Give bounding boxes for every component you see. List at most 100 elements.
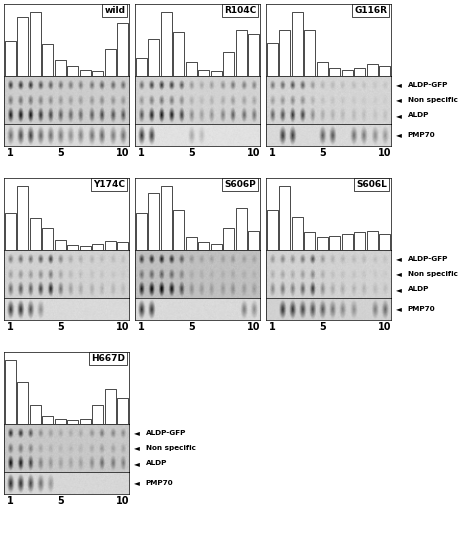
Bar	[342, 234, 353, 250]
Bar	[355, 232, 365, 250]
Text: Y174C: Y174C	[93, 180, 125, 189]
Text: ◄: ◄	[396, 111, 401, 120]
Bar	[118, 23, 128, 76]
Bar	[236, 208, 246, 250]
Text: ALDP: ALDP	[146, 460, 167, 466]
Text: 10: 10	[247, 148, 261, 158]
Text: 5: 5	[319, 148, 326, 158]
Text: ALDP: ALDP	[408, 286, 429, 292]
Bar	[67, 66, 78, 76]
Bar	[67, 420, 78, 424]
Bar	[223, 228, 234, 250]
Text: 5: 5	[57, 322, 64, 332]
Text: 1: 1	[7, 322, 14, 332]
Bar	[80, 246, 91, 250]
Bar	[30, 12, 41, 76]
Text: 1: 1	[269, 148, 275, 158]
Text: 10: 10	[378, 322, 392, 332]
Bar	[55, 419, 65, 424]
Text: 10: 10	[116, 322, 129, 332]
Text: ◄: ◄	[396, 130, 401, 140]
Text: ◄: ◄	[134, 444, 140, 452]
Bar	[248, 34, 259, 76]
Text: 5: 5	[57, 496, 64, 506]
Bar	[211, 244, 221, 250]
Bar	[186, 237, 197, 250]
Bar	[317, 237, 328, 250]
Bar	[92, 244, 103, 250]
Bar	[367, 231, 378, 250]
Bar	[80, 419, 91, 424]
Text: 10: 10	[378, 148, 392, 158]
Bar	[304, 30, 315, 76]
Bar	[186, 62, 197, 76]
Bar	[223, 52, 234, 76]
Bar	[18, 382, 28, 424]
Bar	[67, 245, 78, 250]
Text: 1: 1	[7, 148, 14, 158]
Text: Non specific: Non specific	[408, 271, 457, 277]
Bar	[5, 213, 16, 250]
Text: ◄: ◄	[134, 428, 140, 437]
Bar	[280, 30, 290, 76]
Bar	[148, 39, 159, 76]
Text: 1: 1	[7, 496, 14, 506]
Bar	[267, 210, 278, 250]
Text: Non specific: Non specific	[408, 97, 457, 103]
Bar	[329, 236, 340, 250]
Text: 10: 10	[116, 148, 129, 158]
Bar	[161, 12, 172, 76]
Text: ALDP-GFP: ALDP-GFP	[408, 81, 448, 87]
Bar	[92, 405, 103, 424]
Bar	[118, 398, 128, 424]
Text: 10: 10	[247, 322, 261, 332]
Text: 10: 10	[116, 496, 129, 506]
Text: 1: 1	[269, 322, 275, 332]
Bar	[92, 71, 103, 76]
Bar	[211, 71, 221, 76]
Bar	[248, 231, 259, 250]
Text: PMP70: PMP70	[408, 306, 435, 312]
Bar	[292, 217, 302, 250]
Bar	[30, 405, 41, 424]
Bar	[105, 49, 116, 76]
Bar	[199, 242, 209, 250]
Bar	[355, 68, 365, 76]
Text: ◄: ◄	[134, 478, 140, 488]
Text: Non specific: Non specific	[146, 445, 195, 451]
Text: ALDP-GFP: ALDP-GFP	[146, 430, 186, 435]
Text: 1: 1	[138, 148, 145, 158]
Text: PMP70: PMP70	[408, 132, 435, 138]
Bar	[18, 17, 28, 76]
Bar	[173, 32, 184, 76]
Bar	[380, 66, 390, 76]
Bar	[55, 60, 65, 76]
Bar	[80, 70, 91, 76]
Text: S606P: S606P	[225, 180, 256, 189]
Bar	[367, 65, 378, 76]
Bar	[43, 416, 53, 424]
Bar	[43, 228, 53, 250]
Bar	[380, 234, 390, 250]
Bar	[173, 210, 184, 250]
Text: ALDP-GFP: ALDP-GFP	[408, 256, 448, 262]
Bar	[136, 58, 146, 76]
Bar	[267, 42, 278, 76]
Text: PMP70: PMP70	[146, 480, 173, 486]
Text: 1: 1	[138, 322, 145, 332]
Bar	[118, 242, 128, 250]
Text: ◄: ◄	[396, 96, 401, 104]
Text: ◄: ◄	[396, 254, 401, 263]
Bar	[105, 241, 116, 250]
Text: S606L: S606L	[356, 180, 387, 189]
Text: H667D: H667D	[91, 354, 125, 363]
Text: 5: 5	[57, 148, 64, 158]
Bar	[105, 389, 116, 424]
Text: G116R: G116R	[354, 6, 387, 15]
Bar	[136, 213, 146, 250]
Bar	[280, 186, 290, 250]
Bar	[236, 30, 246, 76]
Text: wild: wild	[104, 6, 125, 15]
Text: ALDP: ALDP	[408, 112, 429, 118]
Text: 5: 5	[188, 322, 195, 332]
